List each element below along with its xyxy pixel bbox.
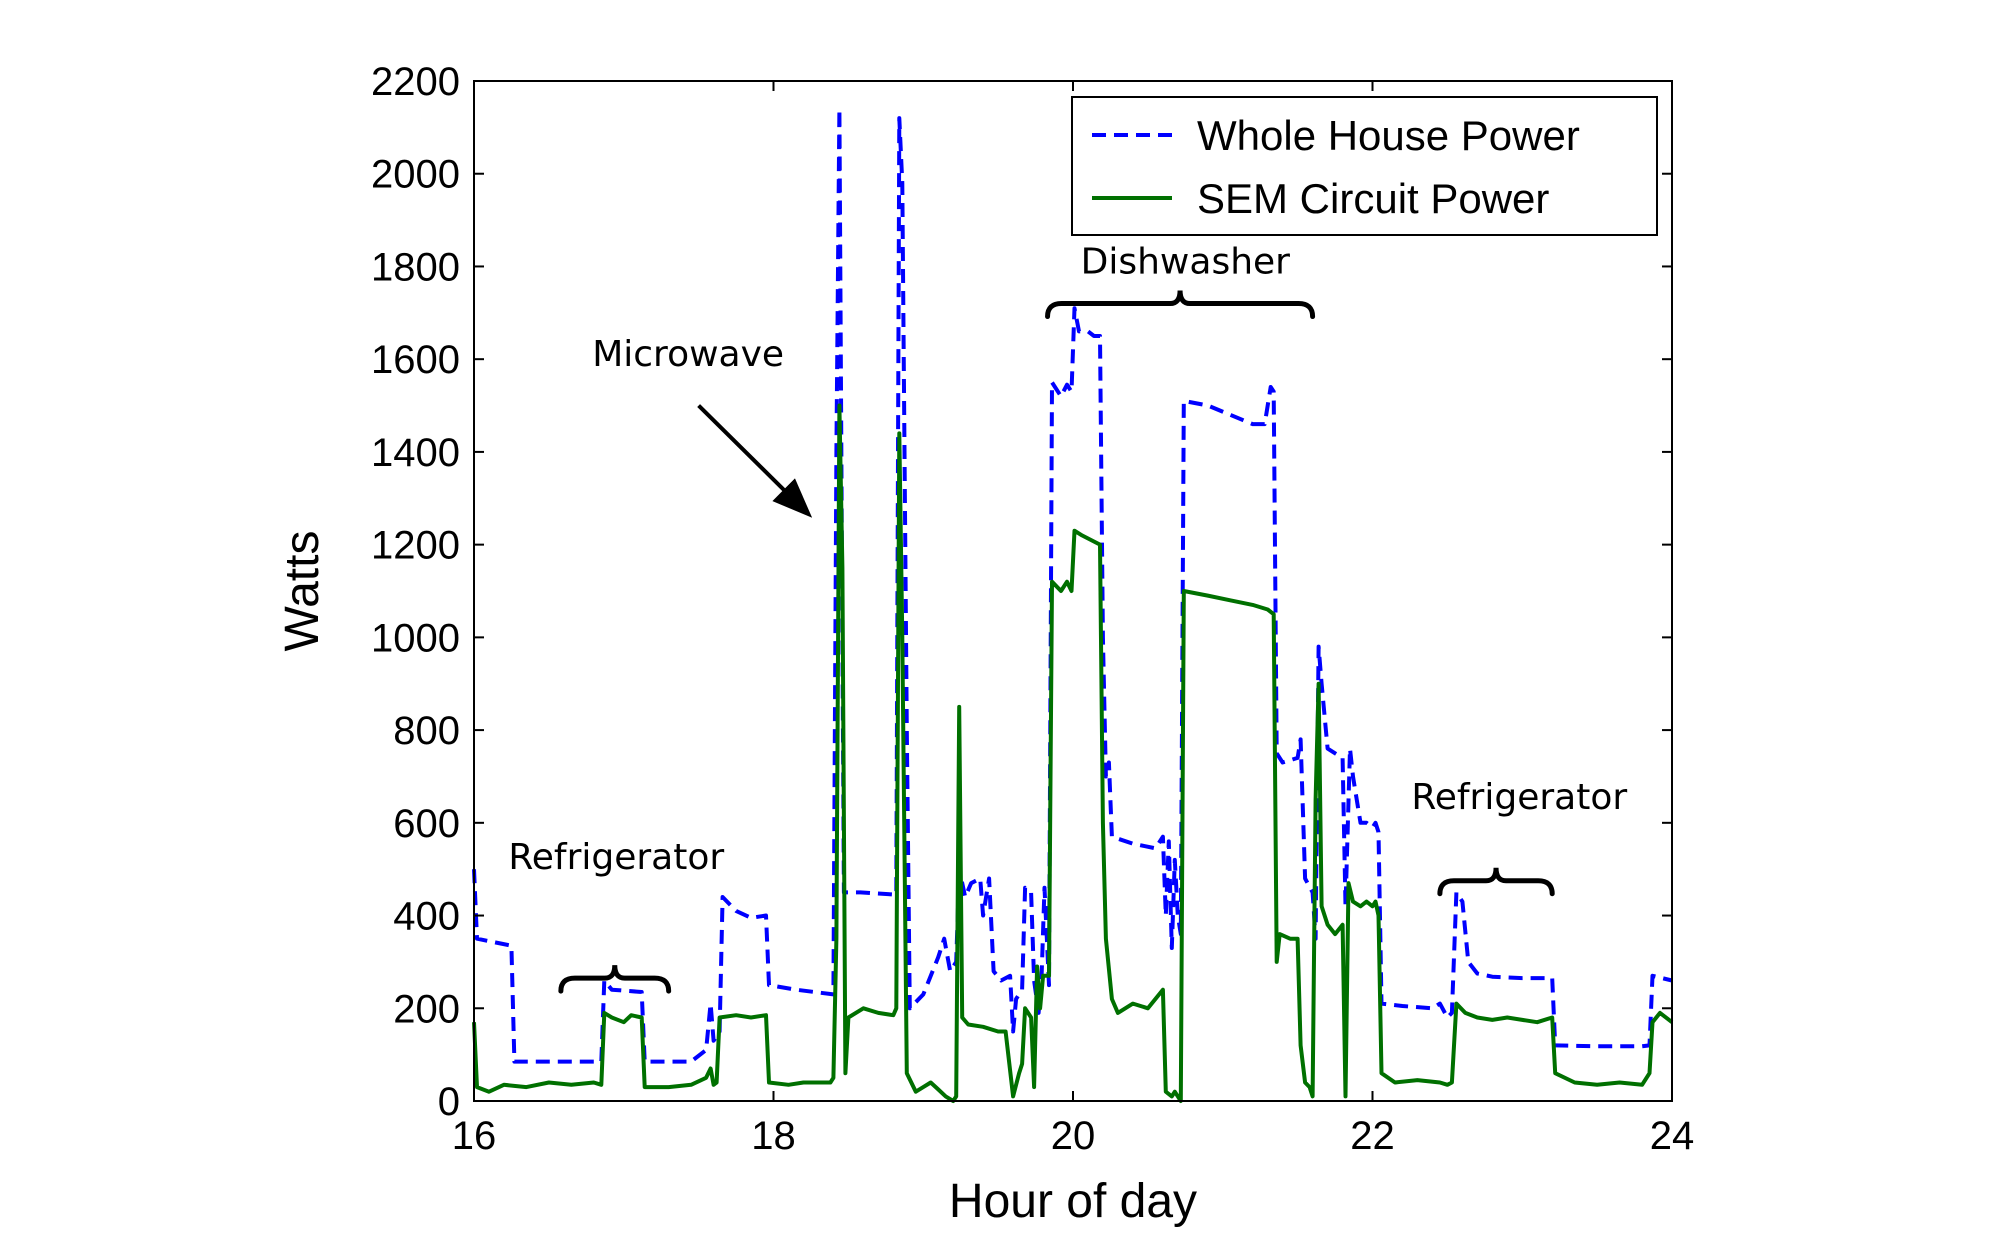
annotation-label: Refrigerator [1411, 777, 1627, 818]
annotation-brace [558, 965, 672, 994]
annotation-label: Refrigerator [508, 837, 724, 878]
y-tick-label: 1200 [371, 524, 460, 568]
annotation-brace [1437, 867, 1555, 897]
y-tick-label: 200 [393, 987, 460, 1031]
y-axis-label: Watts [276, 531, 329, 652]
y-tick-label: 600 [393, 802, 460, 846]
y-tick-label: 0 [438, 1080, 460, 1124]
series-line-sem-circuit-power [472, 403, 1674, 1103]
x-tick-label: 18 [751, 1114, 796, 1158]
x-tick-label: 16 [452, 1114, 497, 1158]
legend-box [1071, 96, 1658, 236]
axis-ticks: 16 18 20 22 24 0 200 400 600 800 1000 1200 1400 1600 1… [371, 60, 1694, 1158]
annotation-label: Dishwasher [1081, 241, 1291, 282]
x-tick-label: 20 [1051, 1114, 1096, 1158]
legend-label-whole-house: Whole House Power [1197, 112, 1580, 159]
y-tick-label: 2000 [371, 153, 460, 197]
annotations: Refrigerator Microwave Dishwasher Refrigera… [508, 241, 1627, 994]
legend: Whole House Power SEM Circuit Power [1071, 96, 1658, 236]
annotation-arrow [697, 404, 813, 518]
annotation-brace [1045, 290, 1316, 320]
y-tick-label: 1000 [371, 616, 460, 660]
y-tick-label: 800 [393, 709, 460, 753]
series-line-whole-house-power [472, 106, 1673, 1064]
y-tick-label: 400 [393, 895, 460, 939]
x-axis-label: Hour of day [949, 1175, 1197, 1228]
plot-lines [472, 106, 1674, 1103]
y-tick-label: 1600 [371, 338, 460, 382]
y-tick-label: 2200 [371, 60, 460, 104]
y-tick-label: 1400 [371, 431, 460, 475]
x-tick-label: 24 [1650, 1114, 1695, 1158]
annotation-label: Microwave [592, 334, 784, 375]
legend-label-sem-circuit: SEM Circuit Power [1197, 175, 1549, 222]
y-tick-label: 1800 [371, 245, 460, 289]
x-tick-label: 22 [1350, 1114, 1395, 1158]
